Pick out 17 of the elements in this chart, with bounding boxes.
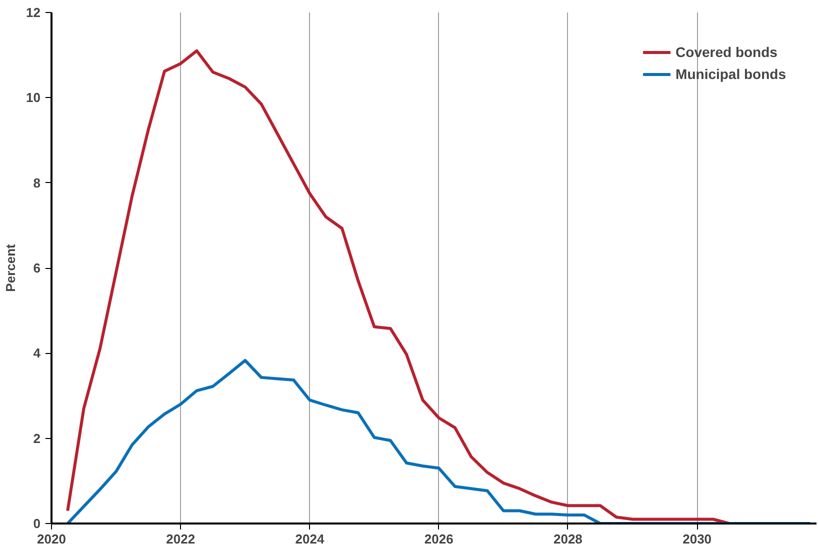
y-tick-label: 12 xyxy=(26,5,41,20)
y-tick-label: 8 xyxy=(33,175,41,190)
y-tick-label: 0 xyxy=(33,516,41,531)
x-tick-label: 2024 xyxy=(295,532,325,546)
y-axis-title: Percent xyxy=(3,243,18,292)
legend-label: Municipal bonds xyxy=(676,66,786,82)
x-tick-label: 2030 xyxy=(682,532,712,546)
y-tick-label: 6 xyxy=(33,260,41,276)
x-tick-label: 2026 xyxy=(424,532,454,546)
legend-label: Covered bonds xyxy=(676,44,778,60)
x-tick-label: 2022 xyxy=(166,532,196,546)
x-tick-label: 2020 xyxy=(37,532,66,546)
y-tick-label: 2 xyxy=(33,430,41,446)
x-tick-label: 2028 xyxy=(553,532,582,546)
y-tick-label: 10 xyxy=(26,90,41,106)
y-tick-label: 4 xyxy=(33,346,42,361)
line-series xyxy=(66,358,812,524)
